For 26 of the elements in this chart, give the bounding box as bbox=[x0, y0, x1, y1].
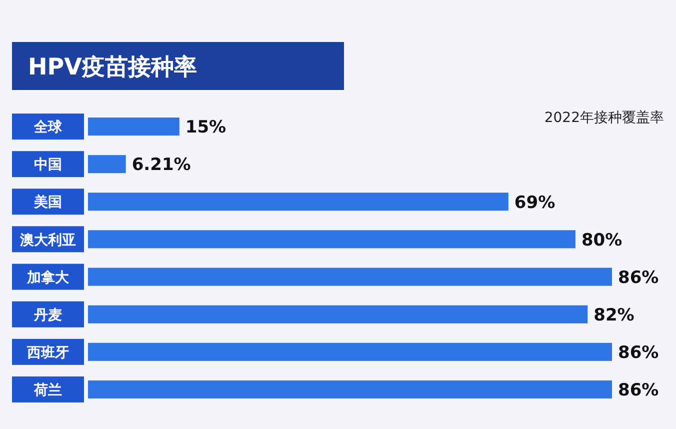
chart-subtitle: 2022年接种覆盖率 bbox=[544, 110, 664, 126]
bar bbox=[88, 192, 508, 211]
y-tick-label: 加拿大 bbox=[26, 270, 70, 286]
data-label: 15% bbox=[185, 118, 226, 138]
y-tick-label: 澳大利亚 bbox=[19, 232, 76, 248]
y-tick-label: 荷兰 bbox=[33, 381, 62, 398]
bar bbox=[88, 155, 126, 174]
y-tick-label: 西班牙 bbox=[26, 344, 69, 361]
chart-title: HPV疫苗接种率 bbox=[28, 53, 197, 80]
data-label: 86% bbox=[618, 380, 659, 401]
data-label: 6.21% bbox=[132, 155, 191, 176]
data-label: 80% bbox=[581, 230, 622, 250]
data-label: 82% bbox=[594, 305, 634, 326]
bar bbox=[88, 305, 588, 324]
y-tick-label: 中国 bbox=[34, 157, 62, 174]
data-label: 86% bbox=[618, 343, 659, 364]
bar bbox=[88, 380, 612, 398]
data-label: 69% bbox=[514, 192, 556, 213]
data-label: 86% bbox=[618, 268, 659, 288]
y-tick-label: 丹麦 bbox=[33, 307, 62, 324]
bar bbox=[88, 118, 180, 136]
bar bbox=[88, 230, 576, 248]
bar bbox=[88, 268, 612, 286]
y-tick-label: 全球 bbox=[33, 120, 63, 136]
bar bbox=[88, 342, 612, 361]
y-tick-label: 美国 bbox=[33, 194, 62, 211]
